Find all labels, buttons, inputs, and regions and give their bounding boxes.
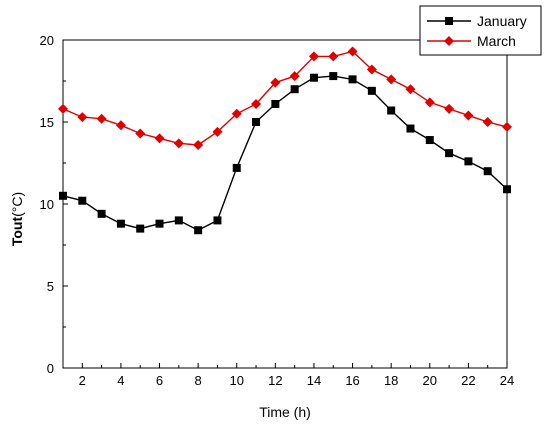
y-tick-label: 20 (40, 33, 54, 48)
x-axis-title: Time (h) (259, 404, 311, 420)
data-point-march (212, 126, 223, 137)
x-tick-label: 6 (156, 373, 163, 388)
data-point-january (155, 219, 164, 228)
data-point-january (59, 191, 67, 200)
data-point-january (174, 216, 183, 225)
y-axis-ticks: 0 5 10 15 20 (40, 33, 68, 376)
data-point-january (464, 157, 473, 166)
x-tick-label: 10 (230, 373, 244, 388)
y-tick-label: 15 (40, 115, 54, 130)
data-point-march (328, 51, 339, 62)
legend-marker-january (445, 17, 453, 25)
data-point-march (289, 71, 300, 82)
series-line-march (62, 50, 508, 146)
data-point-march (270, 77, 281, 88)
data-point-march (444, 103, 455, 114)
data-point-january (232, 163, 241, 172)
x-tick-label: 20 (423, 373, 437, 388)
data-point-january (194, 226, 203, 235)
data-point-march (502, 121, 512, 132)
data-point-march (347, 46, 358, 57)
plot-area (62, 39, 508, 369)
series-layer (58, 46, 512, 235)
x-tick-label: 12 (268, 373, 282, 388)
data-point-january (445, 149, 454, 158)
legend-label-january: January (477, 13, 527, 29)
data-point-january (290, 85, 299, 94)
data-point-march (405, 84, 416, 95)
data-point-march (193, 139, 204, 150)
legend-box (419, 5, 542, 56)
plot-frame (62, 39, 508, 369)
data-point-march (58, 103, 68, 114)
x-tick-label: 18 (384, 373, 398, 388)
data-point-january (425, 136, 434, 145)
y-axis-title-unit: (°C) (9, 192, 25, 217)
data-point-march (96, 113, 107, 124)
data-point-march (482, 117, 493, 127)
data-point-march (366, 64, 377, 75)
data-point-january (136, 224, 145, 233)
data-point-march (463, 110, 474, 121)
data-point-january (213, 216, 222, 225)
data-point-january (483, 167, 492, 176)
data-point-january (406, 124, 415, 133)
x-tick-label: 22 (461, 373, 475, 388)
data-point-march (424, 97, 435, 108)
data-point-march (154, 133, 165, 144)
data-point-march (308, 51, 319, 62)
legend-label-march: March (477, 33, 516, 49)
y-tick-label: 10 (40, 197, 54, 212)
x-axis-ticks: 2 4 6 8 10 12 14 16 18 20 22 24 (79, 363, 514, 388)
y-axis-title: Tout(°C) (9, 192, 25, 246)
data-point-march (251, 98, 262, 109)
data-point-march (77, 112, 88, 123)
data-point-january (271, 99, 280, 108)
data-point-january (503, 185, 511, 194)
data-point-january (387, 106, 396, 115)
data-point-january (348, 75, 357, 84)
data-point-january (78, 196, 87, 205)
x-tick-label: 16 (345, 373, 359, 388)
legend-marker-march (444, 36, 454, 46)
y-tick-label: 5 (47, 279, 54, 294)
data-point-march (115, 120, 126, 131)
data-point-january (329, 72, 338, 81)
data-point-march (386, 74, 397, 85)
data-point-march (135, 128, 146, 139)
data-point-january (309, 73, 318, 82)
x-tick-label: 4 (117, 373, 124, 388)
data-point-march (231, 108, 242, 119)
series-january (59, 72, 511, 235)
legend: January March (419, 5, 542, 56)
y-axis-title-variable: Tout (9, 217, 25, 247)
data-point-march (173, 138, 184, 149)
y-tick-label: 0 (47, 361, 54, 376)
x-tick-label: 24 (500, 373, 514, 388)
data-point-january (97, 209, 106, 218)
x-tick-label: 2 (79, 373, 86, 388)
data-point-january (252, 118, 261, 126)
x-tick-label: 14 (307, 373, 321, 388)
data-point-january (367, 86, 376, 95)
series-march (58, 46, 512, 150)
x-tick-label: 8 (195, 373, 202, 388)
series-line-january (62, 75, 508, 231)
data-point-january (116, 219, 125, 228)
